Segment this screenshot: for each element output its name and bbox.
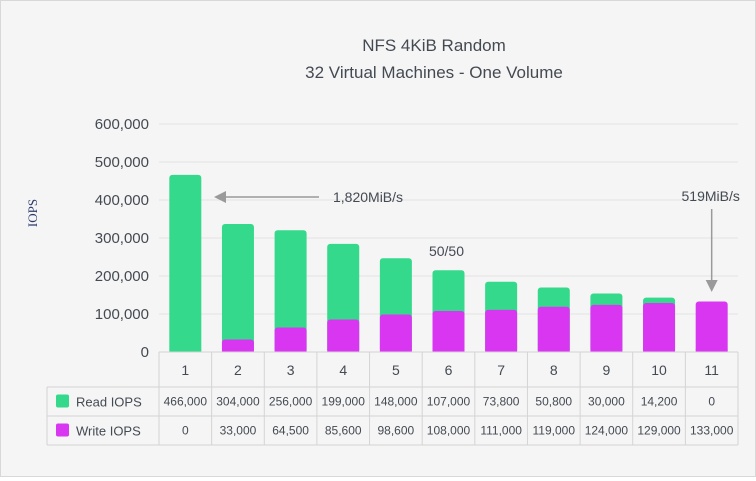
data-table-cell: 33,000 (220, 424, 257, 438)
bar-write (695, 301, 728, 352)
data-table-cell: 14,200 (641, 395, 678, 409)
bar-write-base (327, 349, 360, 352)
x-category-label: 2 (234, 362, 242, 378)
bar-read (221, 223, 254, 352)
x-category-label: 4 (339, 362, 347, 378)
bar-write-base (432, 349, 465, 352)
data-table-cell: 148,000 (374, 395, 418, 409)
y-tick-label: 100,000 (95, 306, 149, 323)
bar-write (274, 327, 307, 352)
data-table-cell: 85,600 (325, 424, 362, 438)
data-table-cell: 73,800 (483, 395, 520, 409)
y-tick-label: 600,000 (95, 116, 149, 133)
x-category-label: 10 (651, 362, 667, 378)
bar-write (643, 302, 676, 352)
legend-swatch (56, 394, 69, 408)
annotation-label: 50/50 (429, 243, 464, 259)
x-category-label: 8 (550, 362, 558, 378)
y-tick-label: 400,000 (95, 192, 149, 209)
chart-title: NFS 4KiB Random (362, 36, 506, 55)
bar-write-base (643, 349, 676, 352)
data-table-cell: 0 (182, 424, 189, 438)
bar-write-base (221, 349, 254, 352)
data-table: 1 2 3 4 5 6 7 8 9 10 11 Read IOPS 466,000 304,000 256,… (46, 351, 739, 446)
x-category-label: 1 (181, 362, 189, 378)
x-category-label: 9 (603, 362, 611, 378)
bars (169, 174, 728, 352)
bar-write (221, 339, 254, 352)
data-table-cell: 50,800 (535, 395, 572, 409)
bar-read-base (169, 349, 202, 352)
y-axis-label: IOPS (25, 199, 40, 227)
x-category-label: 5 (392, 362, 400, 378)
data-table-cell: 111,000 (480, 424, 522, 438)
bar-read (169, 174, 202, 352)
annotation-arrowhead (214, 191, 226, 203)
data-table-cell: 466,000 (164, 395, 208, 409)
data-table-cell: 108,000 (427, 424, 471, 438)
y-tick-label: 500,000 (95, 154, 149, 171)
legend-label: Read IOPS (76, 395, 142, 410)
data-table-cell: 124,000 (585, 424, 629, 438)
annotation-arrowhead (705, 280, 718, 292)
data-table-cell: 107,000 (427, 395, 471, 409)
bar-write-base (537, 349, 570, 352)
legend-label: Write IOPS (76, 424, 141, 439)
x-category-label: 11 (704, 362, 719, 378)
y-tick-label: 200,000 (95, 268, 149, 285)
gridlines (159, 123, 738, 315)
bar-write (590, 304, 623, 352)
bar-write (327, 319, 360, 352)
data-table-cell: 304,000 (216, 395, 260, 409)
annotations: 1,820MiB/s 50/50 519MiB/s (214, 188, 740, 292)
data-table-cell: 0 (708, 395, 715, 409)
bar-write (485, 309, 518, 352)
data-table-cell: 133,000 (690, 424, 734, 438)
data-table-cell: 98,600 (378, 424, 415, 438)
bar-write (432, 310, 465, 352)
bar-write-base (274, 349, 307, 352)
x-category-label: 7 (497, 362, 505, 378)
bar-write-base (379, 349, 412, 352)
y-axis-ticks: 0 100,000 200,000 300,000 400,000 500,000 600,… (95, 116, 149, 361)
y-tick-label: 300,000 (95, 230, 149, 247)
data-table-cell: 64,500 (272, 424, 309, 438)
bar-write-base (485, 349, 518, 352)
annotation-label: 1,820MiB/s (333, 189, 403, 205)
chart-subtitle: 32 Virtual Machines - One Volume (305, 63, 563, 82)
bar-write-base (590, 349, 623, 352)
x-category-label: 3 (287, 362, 295, 378)
y-tick-label: 0 (141, 344, 149, 361)
annotation-label: 519MiB/s (682, 188, 740, 204)
data-table-cell: 129,000 (637, 424, 681, 438)
bar-write (537, 306, 570, 352)
data-table-cell: 119,000 (533, 424, 576, 438)
data-table-cell: 199,000 (322, 395, 366, 409)
data-table-cell: 30,000 (588, 395, 625, 409)
bar-write (379, 314, 412, 352)
x-category-label: 6 (445, 362, 453, 378)
data-table-cell: 256,000 (269, 395, 313, 409)
legend-swatch (56, 423, 69, 437)
bar-read (274, 230, 307, 352)
bar-write-base (695, 349, 728, 352)
